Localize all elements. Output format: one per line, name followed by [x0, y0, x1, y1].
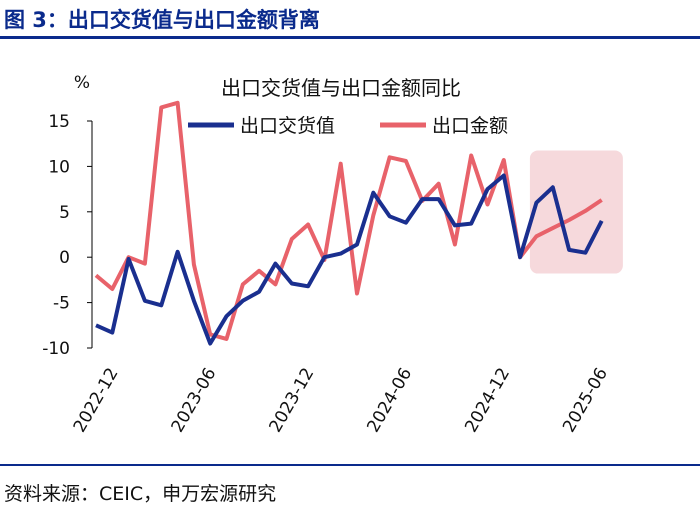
x-tick-label: 2024-12	[461, 365, 514, 437]
x-tick-label: 2023-06	[168, 365, 221, 437]
source-note: 资料来源：CEIC，申万宏源研究	[4, 483, 277, 505]
series-line-exports-delivery	[95, 173, 604, 346]
x-tick-label: 2025-06	[559, 365, 612, 437]
legend-label-exports-amount: 出口金额	[432, 115, 508, 137]
y-tick-label: 5	[59, 203, 70, 223]
series-lines	[94, 100, 604, 346]
y-tick-label: 0	[59, 248, 70, 268]
title-rule	[0, 36, 700, 39]
y-tick-label: 10	[48, 157, 70, 177]
figure-title: 图 3：出口交货值与出口金额背离	[4, 8, 320, 32]
forecast-highlight	[529, 150, 623, 274]
y-tick-label: 15	[48, 112, 70, 132]
source-rule	[0, 464, 700, 466]
x-ticks: 2022-12 2023-06 2023-12 2024-06 2024-12 2025-…	[70, 365, 612, 437]
legend-label-exports-delivery: 出口交货值	[240, 115, 335, 137]
x-tick-label: 2024-06	[363, 365, 416, 437]
y-tick-label: -10	[42, 339, 70, 359]
x-tick-label: 2023-12	[266, 365, 319, 437]
x-tick-label: 2022-12	[70, 365, 123, 437]
series-line-exports-amount	[94, 100, 603, 341]
y-tick-label: -5	[53, 294, 70, 314]
chart: 15 10 5 0 -5 -10 2022-12 2023-06 2023-12 2024-06…	[42, 73, 623, 437]
chart-title: 出口交货值与出口金额同比	[221, 76, 461, 100]
y-unit-label: %	[74, 73, 90, 93]
y-ticks: 15 10 5 0 -5 -10	[42, 112, 92, 359]
legend: 出口交货值 出口金额	[188, 115, 508, 137]
